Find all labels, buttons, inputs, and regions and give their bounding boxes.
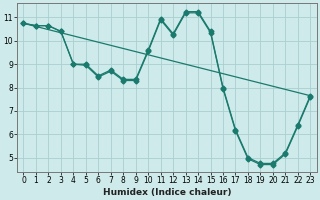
X-axis label: Humidex (Indice chaleur): Humidex (Indice chaleur) — [103, 188, 231, 197]
